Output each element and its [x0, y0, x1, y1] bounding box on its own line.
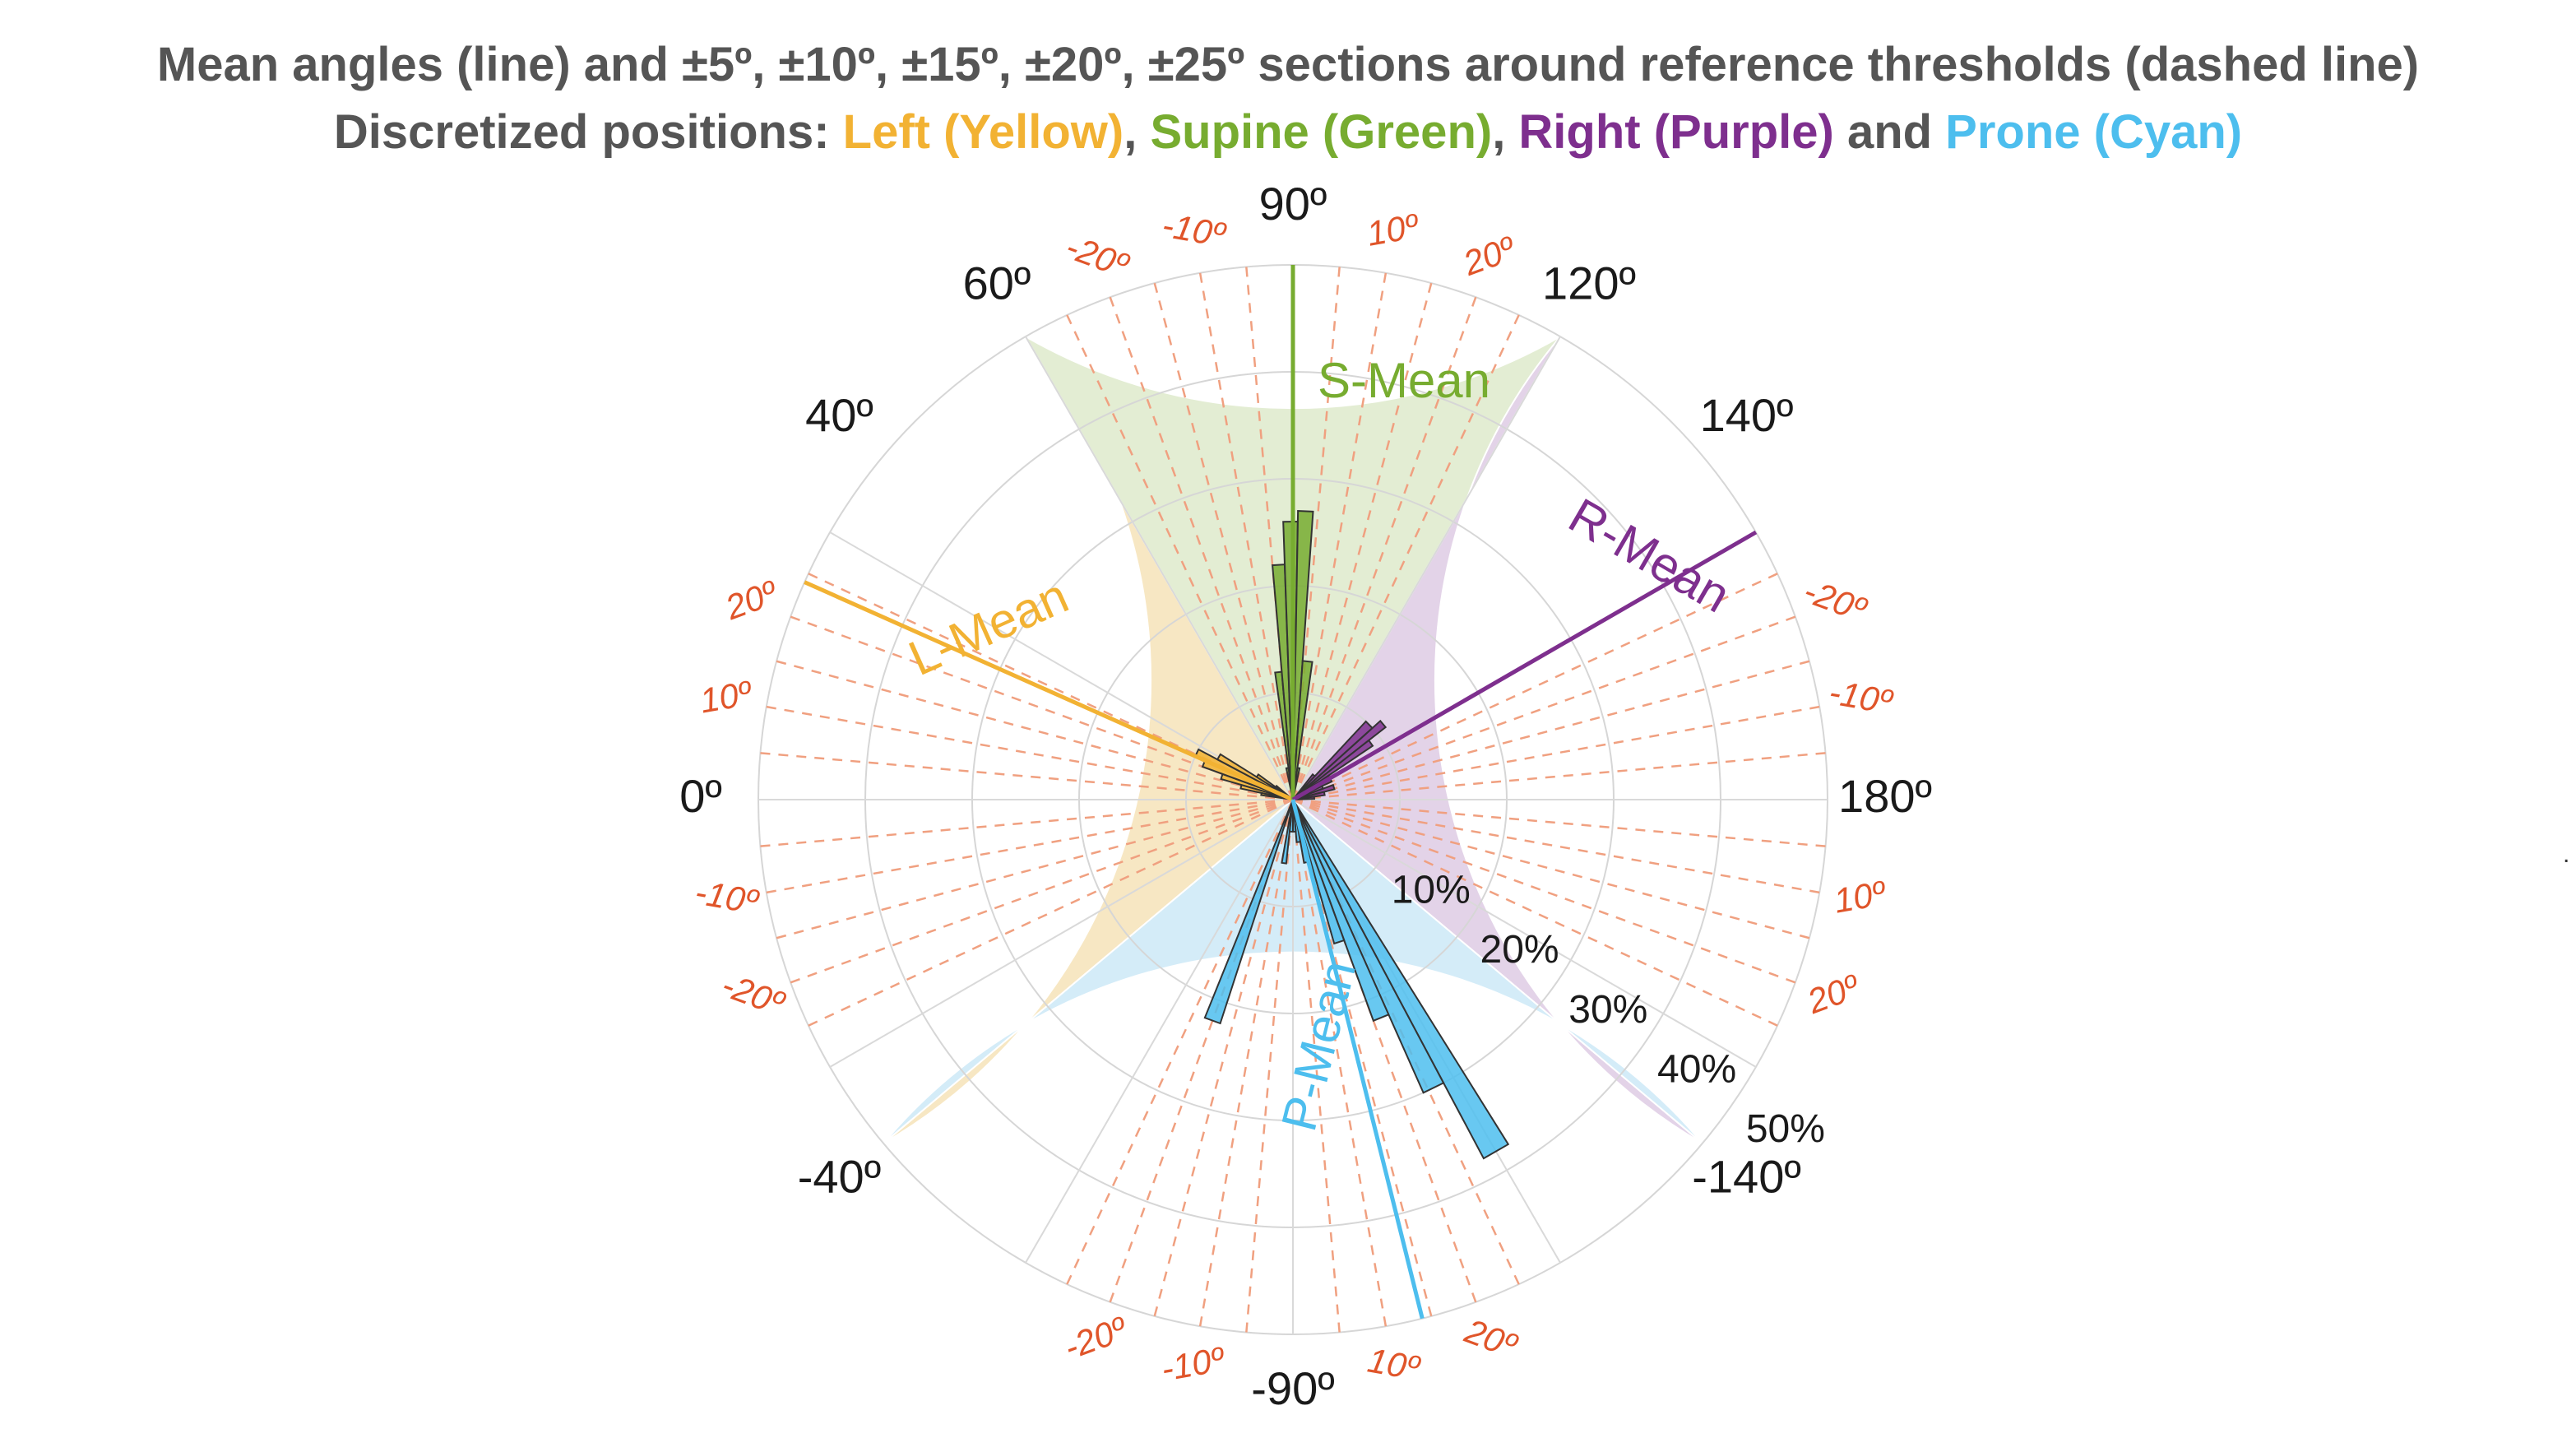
- angle-label: 60º: [963, 257, 1031, 308]
- mean-line: [1290, 799, 1425, 1320]
- legend-and: and: [1833, 105, 1946, 159]
- radius-tick-label: 30%: [1568, 988, 1647, 1032]
- offset-label: 10º: [1364, 206, 1422, 253]
- offset-label: -10º: [1826, 672, 1896, 721]
- grid-spoke: [1292, 799, 1757, 1068]
- offset-label: -10º: [693, 872, 762, 921]
- grid-spoke: [1025, 799, 1294, 1264]
- bar-supine: [1292, 660, 1313, 800]
- radius-tick-label: 40%: [1657, 1047, 1736, 1091]
- angle-label: 40º: [805, 389, 873, 441]
- bar-prone: [1281, 799, 1294, 865]
- angle-label: 120º: [1542, 257, 1636, 308]
- offset-label: -20º: [717, 965, 790, 1023]
- chart-title: Mean angles (line) and ±5º, ±10º, ±15º, …: [156, 38, 2420, 91]
- bar-prone: [1292, 799, 1346, 945]
- grid-spoke: [1292, 336, 1561, 800]
- offset-label: 10º: [1365, 1340, 1424, 1387]
- offset-label: -20º: [1059, 1309, 1133, 1367]
- bar-right: [1292, 739, 1374, 800]
- stray-dot: .: [2563, 841, 2570, 868]
- angle-label: -40º: [798, 1151, 881, 1203]
- offset-label: 20º: [720, 573, 783, 627]
- offset-label: 10º: [1831, 873, 1889, 920]
- offset-label: 10º: [697, 673, 755, 720]
- legend-right: Right (Purple): [1518, 105, 1834, 159]
- grid-spoke: [829, 799, 1294, 1068]
- angle-label: 90º: [1259, 178, 1327, 230]
- chart-title-block: Mean angles (line) and ±5º, ±10º, ±15º, …: [0, 31, 2576, 166]
- legend-supine: Supine (Green): [1150, 105, 1493, 159]
- grid-spoke: [829, 531, 1294, 800]
- angle-label: 0º: [679, 770, 722, 822]
- grid-spoke: [1025, 336, 1294, 800]
- radius-tick-label: 20%: [1480, 928, 1559, 972]
- chart-subtitle: Discretized positions: Left (Yellow), Su…: [0, 99, 2576, 166]
- mean-label: S-Mean: [1318, 353, 1490, 408]
- legend-left: Left (Yellow): [842, 105, 1124, 159]
- offset-label: -10º: [1160, 206, 1230, 255]
- histogram-bars: [1193, 510, 1510, 1160]
- offset-label: 20º: [1459, 1311, 1522, 1366]
- angle-label: -90º: [1251, 1362, 1334, 1414]
- radius-tick-label: 50%: [1746, 1107, 1825, 1151]
- offset-label: 20º: [1457, 229, 1521, 283]
- legend-prone: Prone (Cyan): [1945, 105, 2243, 159]
- offset-label: -20º: [1799, 571, 1872, 629]
- offset-label: -10º: [1158, 1339, 1228, 1389]
- mean-label: L-Mean: [901, 568, 1076, 686]
- offset-label: -20º: [1061, 227, 1134, 285]
- offset-label: 20º: [1801, 967, 1865, 1021]
- mean-line: [804, 580, 1295, 802]
- mean-line: [1291, 530, 1758, 802]
- angle-label: 180º: [1838, 770, 1932, 822]
- radius-tick-label: 10%: [1392, 868, 1471, 912]
- bar-prone: [1203, 799, 1294, 1025]
- legend-sep: ,: [1124, 105, 1151, 159]
- subtitle-prefix: Discretized positions:: [333, 105, 843, 159]
- angle-label: 140º: [1700, 389, 1794, 441]
- mean-label: P-Mean: [1271, 955, 1366, 1136]
- legend-sep: ,: [1492, 105, 1519, 159]
- angle-label: -140º: [1692, 1151, 1801, 1203]
